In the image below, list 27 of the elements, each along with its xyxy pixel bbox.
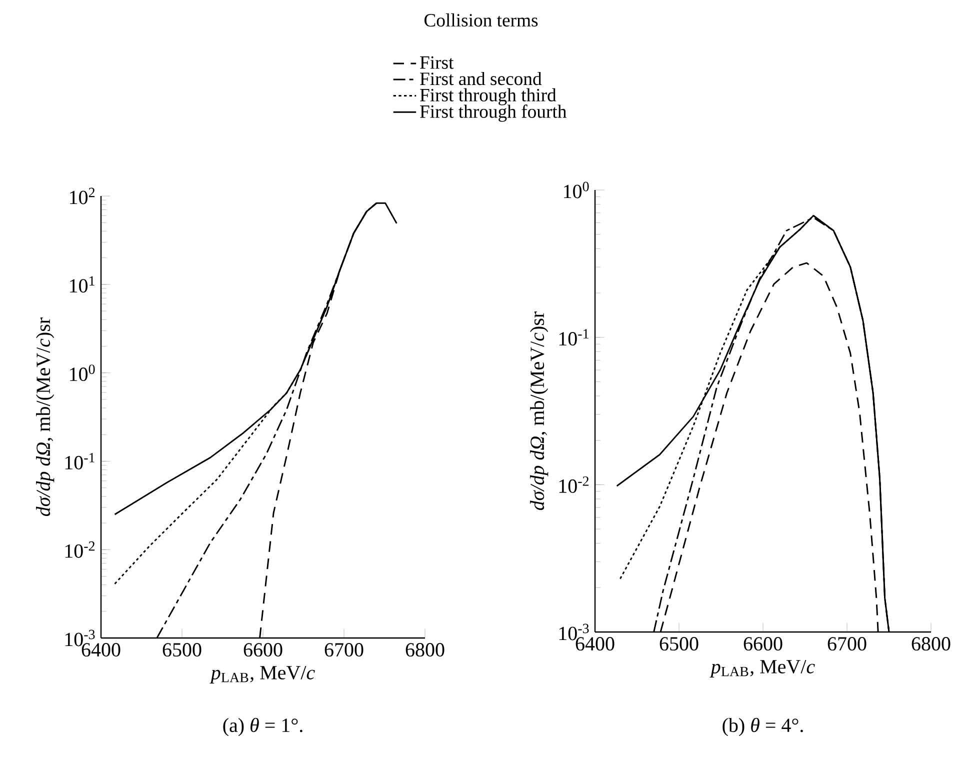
x-tick-label: 6800 xyxy=(406,643,444,657)
x-tick-label: 6600 xyxy=(244,643,282,657)
text: (a) θ = 1°. xyxy=(223,718,302,736)
y-axis-title: dσ/dp dΩ, mb/(MeV/c)sr xyxy=(36,318,54,516)
y-tick-label: 10$^{-2}$ xyxy=(559,476,589,493)
legend-label: First and second xyxy=(420,72,542,86)
x-tick-label: 6700 xyxy=(324,643,364,657)
y-tick-label: 10$^{2}$ xyxy=(70,188,95,204)
x-tick-label: 6600 xyxy=(744,637,782,651)
legend-label: First through third xyxy=(420,88,556,106)
legend-title: Collision terms xyxy=(424,13,538,27)
y-tick-label: 10$^{0}$ xyxy=(564,182,589,198)
text: (b) θ = 4°. xyxy=(722,718,803,736)
x-axis-title: p$_{LAB}$, MeV/c xyxy=(710,660,815,678)
y-tick-label: 10$^{-2}$ xyxy=(65,541,95,558)
legend-label: First through fourth xyxy=(420,104,566,122)
y-tick-label: 10$^{0}$ xyxy=(70,364,95,382)
y-axis-title: dσ/dp dΩ, mb/(MeV/c)sr xyxy=(530,312,548,510)
x-tick-label: 6800 xyxy=(912,637,950,651)
y-tick-label: 10$^{-1}$ xyxy=(559,329,588,346)
x-tick-label: 6500 xyxy=(660,637,698,651)
y-tick-label: 10$^{1}$ xyxy=(70,276,94,293)
x-tick-label: 6700 xyxy=(828,637,866,651)
y-tick-label: 10$^{-1}$ xyxy=(65,453,94,470)
x-axis-title: p$_{LAB}$, MeV/c xyxy=(210,666,315,684)
legend-label: First xyxy=(420,56,454,69)
x-tick-label: 6500 xyxy=(162,643,202,657)
